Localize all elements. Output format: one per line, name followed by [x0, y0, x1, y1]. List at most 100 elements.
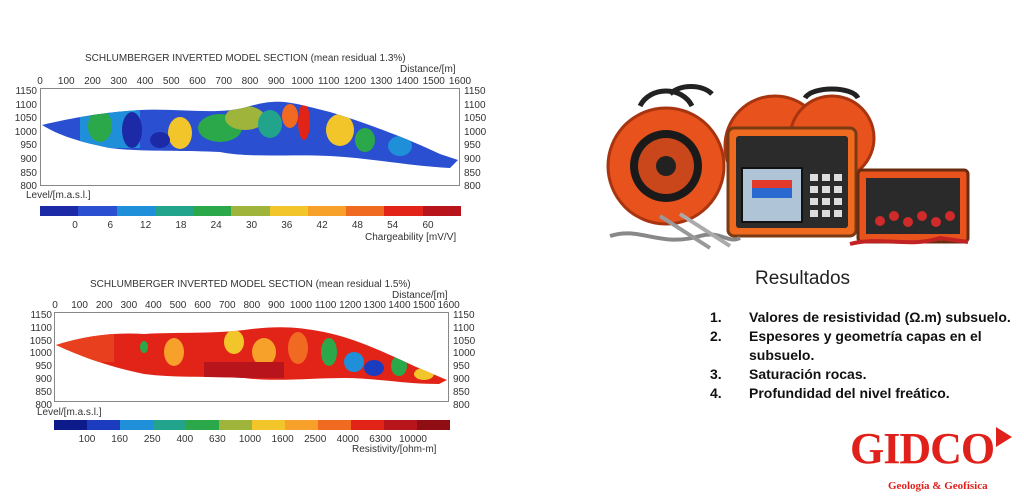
- y-tick-label: 1000: [464, 126, 487, 138]
- y-tick-label: 950: [464, 140, 481, 152]
- scale-tick-label: 24: [210, 220, 222, 231]
- y-tick-label: 950: [20, 140, 37, 152]
- x-tick-label: 100: [71, 300, 88, 311]
- result-item-text: Profundidad del nivel freático.: [749, 385, 950, 401]
- result-item: 3. Saturación rocas.: [710, 365, 1020, 384]
- result-item-text: Valores de resistividad (Ω.m) subsuelo.: [749, 309, 1011, 325]
- scale-tick-label: 100: [78, 434, 96, 445]
- x-tick-label: 800: [243, 300, 261, 311]
- result-item-text: Espesores y geometría capas en el subsue…: [749, 328, 982, 363]
- scale-tick-label: 12: [140, 220, 152, 231]
- x-tick-label: 500: [169, 300, 187, 311]
- logo-subtitle: Geología & Geofísica: [888, 480, 988, 492]
- scale-tick-label: 10000: [399, 434, 427, 445]
- scale-tick-label: 1000: [238, 434, 262, 445]
- colorbar-swatch: [116, 206, 155, 216]
- resistivity-scale-label: Resistivity/[ohm-m]: [352, 444, 437, 455]
- x-tick-label: 1600: [448, 76, 472, 87]
- colorbar-swatch: [78, 206, 117, 216]
- x-tick-label: 200: [84, 76, 101, 87]
- y-tick-label: 850: [464, 167, 481, 179]
- scale-tick-label: 60: [422, 220, 434, 231]
- y-tick-label: 1050: [14, 113, 37, 125]
- colorbar-swatch: [193, 206, 232, 216]
- x-tick-label: 1400: [396, 76, 419, 87]
- x-tick-label: 1000: [291, 76, 314, 87]
- colorbar-swatch: [351, 420, 384, 430]
- y-tick-label: 1000: [14, 126, 37, 138]
- scale-tick-label: 4000: [336, 434, 359, 445]
- result-item-number: 3.: [710, 366, 722, 382]
- x-tick-label: 1500: [412, 300, 436, 311]
- logo-word: GIDCO: [850, 424, 995, 473]
- y-tick-label: 800: [20, 181, 37, 193]
- y-tick-label: 900: [20, 154, 37, 165]
- scale-tick-label: 48: [351, 220, 363, 231]
- scale-tick-label: 36: [281, 220, 293, 231]
- x-tick-label: 300: [110, 76, 128, 87]
- x-tick-label: 700: [215, 76, 233, 87]
- y-tick-label: 850: [453, 386, 470, 398]
- x-tick-label: 200: [95, 300, 113, 311]
- x-tick-label: 600: [194, 300, 211, 311]
- top-level-label: Level/[m.a.s.l.]: [26, 190, 91, 201]
- y-tick-label: 1000: [453, 348, 476, 360]
- y-tick-label: 800: [453, 399, 470, 411]
- colorbar-swatch: [318, 420, 351, 430]
- x-tick-label: 1300: [370, 76, 393, 87]
- resistivity-meter-equipment-icon: [606, 84, 970, 250]
- colorbar-swatch: [40, 206, 79, 216]
- x-tick-label: 300: [120, 300, 138, 311]
- scale-tick-label: 30: [245, 220, 258, 231]
- gidco-logo: GIDCO Geología & Geofísica: [850, 425, 1020, 497]
- colorbar-swatch: [87, 420, 120, 430]
- result-item-number: 1.: [710, 309, 722, 325]
- colorbar-swatch: [154, 206, 194, 216]
- y-tick-label: 950: [35, 361, 52, 373]
- x-tick-label: 0: [52, 300, 58, 311]
- y-tick-label: 900: [464, 154, 481, 165]
- top-section-title: SCHLUMBERGER INVERTED MODEL SECTION (mea…: [85, 53, 406, 64]
- chargeability-colorbar: [40, 206, 461, 216]
- bottom-section-title: SCHLUMBERGER INVERTED MODEL SECTION (mea…: [90, 279, 411, 290]
- result-item: 2. Espesores y geometría capas en el subs…: [710, 327, 1020, 365]
- colorbar-swatch: [231, 206, 270, 216]
- scale-tick-label: 250: [143, 434, 161, 445]
- colorbar-swatch: [54, 420, 87, 430]
- y-tick-label: 1050: [29, 335, 52, 347]
- scale-tick-label: 54: [387, 220, 399, 231]
- results-list: 1. Valores de resistividad (Ω.m) subsuelo…: [710, 308, 1020, 403]
- x-tick-label: 600: [189, 76, 206, 87]
- scale-tick-label: 1600: [271, 434, 294, 445]
- x-tick-label: 100: [57, 76, 75, 87]
- x-tick-label: 1600: [437, 300, 460, 311]
- y-tick-label: 800: [464, 181, 481, 193]
- y-tick-label: 1150: [30, 310, 52, 321]
- y-tick-label: 850: [20, 167, 37, 179]
- scale-tick-label: 630: [209, 434, 226, 445]
- scale-tick-label: 160: [111, 434, 128, 445]
- colorbar-swatch: [186, 420, 219, 430]
- x-tick-label: 1400: [388, 300, 411, 311]
- scale-tick-label: 400: [176, 434, 194, 445]
- colorbar-swatch: [285, 420, 318, 430]
- y-tick-label: 950: [453, 361, 470, 373]
- y-tick-label: 850: [35, 386, 52, 398]
- y-tick-label: 900: [35, 374, 52, 385]
- y-tick-label: 1050: [453, 335, 476, 347]
- x-tick-label: 0: [37, 76, 43, 87]
- colorbar-swatch: [269, 206, 308, 216]
- bottom-level-label: Level/[m.a.s.l.]: [37, 407, 102, 418]
- colorbar-swatch: [252, 420, 285, 430]
- scale-tick-label: 6300: [369, 434, 392, 445]
- bottom-model-section-plot: [54, 312, 449, 402]
- y-tick-label: 800: [35, 399, 52, 411]
- x-tick-label: 400: [145, 300, 162, 311]
- result-item-number: 4.: [710, 385, 722, 401]
- y-tick-label: 900: [453, 374, 470, 385]
- result-item-number: 2.: [710, 328, 722, 344]
- colorbar-swatch: [120, 420, 153, 430]
- bottom-distance-label: Distance/[m]: [392, 290, 448, 301]
- scale-tick-label: 18: [175, 220, 187, 231]
- result-item-text: Saturación rocas.: [749, 366, 867, 382]
